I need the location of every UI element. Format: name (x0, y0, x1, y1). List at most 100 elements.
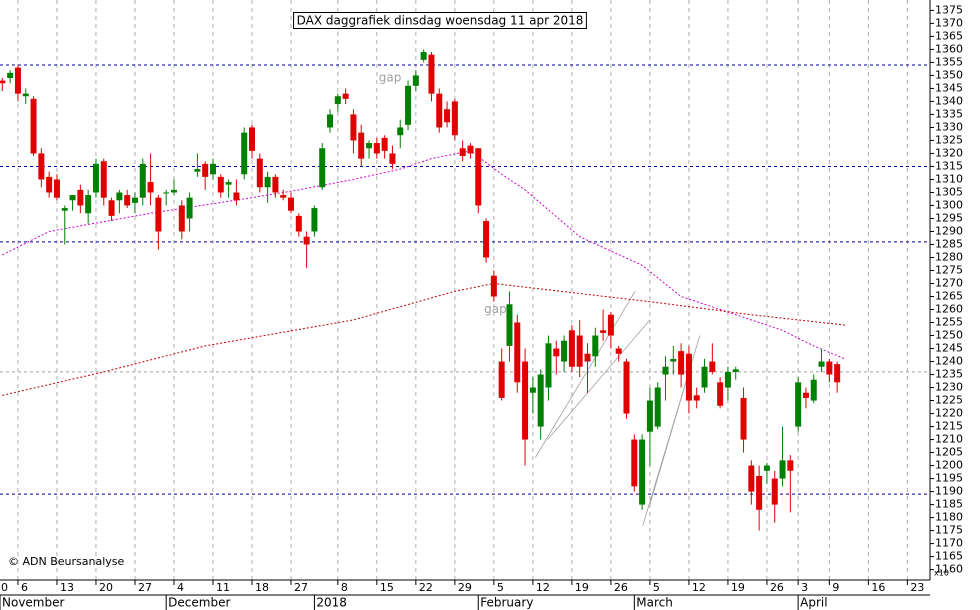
candle-body (607, 314, 614, 336)
y-tick-label: 1180 (935, 511, 963, 524)
candle-body (30, 98, 37, 154)
candle-body (498, 361, 505, 398)
trend-line (547, 319, 651, 440)
candle-body (514, 322, 521, 383)
candle-body (451, 101, 458, 136)
y-tick-label: 1370 (935, 16, 963, 29)
candle-body (366, 143, 373, 149)
x-tick-label: 29 (458, 581, 472, 594)
candle-body (756, 475, 763, 510)
annotation: gap (379, 71, 402, 85)
candle-body (202, 163, 209, 177)
x-tick-label: 26 (614, 581, 628, 594)
candle-body (826, 361, 833, 375)
candle-body (787, 460, 794, 471)
y-tick-label: 1230 (935, 381, 963, 394)
candle-body (412, 75, 419, 86)
trend-line (649, 366, 691, 505)
candle-body (537, 374, 544, 427)
candle-body (311, 208, 318, 232)
candle-body (389, 153, 396, 164)
y-tick-label: 1205 (935, 446, 963, 459)
candle-body (225, 182, 232, 185)
candle-body (241, 132, 248, 175)
y-tick-label: 1240 (935, 355, 963, 368)
x-tick-label: 0 (1, 581, 8, 594)
annotation: gap (484, 302, 507, 316)
candle-body (420, 52, 427, 60)
y-tick-label: 1320 (935, 146, 963, 159)
y-tick-label: 1255 (935, 316, 963, 329)
x-tick-label: 8 (341, 581, 348, 594)
candle-body (116, 192, 123, 201)
candle-body (592, 335, 599, 357)
candle-body (256, 158, 263, 188)
candle-body (85, 195, 92, 214)
candle-body (444, 109, 451, 123)
candle-body (14, 67, 21, 94)
candle-body (522, 361, 529, 440)
candle-body (209, 163, 216, 175)
x-tick-label: 11 (216, 581, 230, 594)
candle-body (763, 465, 770, 471)
y-tick-label: 1185 (935, 498, 963, 511)
y-tick-label: 1300 (935, 198, 963, 211)
y-tick-label: 1275 (935, 263, 963, 276)
candle-body (639, 439, 646, 505)
y-tick-label: 1200 (935, 459, 963, 472)
candle-body (53, 179, 60, 198)
candle-body (732, 369, 739, 372)
candle-body (350, 114, 357, 141)
candle-body (678, 351, 685, 375)
candle-body (802, 392, 809, 398)
candle-body (490, 275, 497, 297)
x-tick-label: 4 (177, 581, 184, 594)
candle-body (139, 163, 146, 198)
x-tick-label: 18 (255, 581, 269, 594)
candle-body (233, 192, 240, 201)
y-tick-label: 1355 (935, 55, 963, 68)
y-tick-label: 1190 (935, 485, 963, 498)
y-tick-label: 1175 (935, 524, 963, 537)
candle-body (834, 364, 841, 383)
candle-body (654, 387, 661, 427)
candle-body (748, 465, 755, 492)
month-label: April (800, 596, 827, 610)
y-tick-label: 1215 (935, 420, 963, 433)
candle-body (61, 208, 68, 211)
candle-body (327, 114, 334, 128)
candle-body (561, 340, 568, 362)
candle-body (178, 205, 185, 232)
y-tick-label: 1245 (935, 342, 963, 355)
candle-body (77, 189, 84, 206)
x-tick-label: 9 (832, 581, 839, 594)
candle-body (576, 335, 583, 367)
candle-body (662, 366, 669, 375)
y-tick-label: 1360 (935, 42, 963, 55)
y-tick-label: 1325 (935, 133, 963, 146)
y-tick-label: 1280 (935, 250, 963, 263)
x-tick-label: 12 (692, 581, 706, 594)
x-tick-label: 23 (910, 581, 924, 594)
candle-body (342, 93, 349, 99)
candle-body (740, 397, 747, 440)
candle-body (131, 197, 138, 203)
y-tick-label: 1365 (935, 29, 963, 42)
candle-body (568, 330, 575, 367)
candle-body (615, 348, 622, 354)
y-tick-label: 1270 (935, 276, 963, 289)
x-tick-label: 3 (801, 581, 808, 594)
candle-body (334, 96, 341, 105)
candle-body (249, 127, 256, 151)
candle-body (600, 330, 607, 333)
candle-body (545, 343, 552, 388)
candle-body (373, 143, 380, 154)
month-label: November (2, 596, 64, 610)
candle-body (475, 148, 482, 206)
candle-body (92, 163, 99, 193)
candle-body (264, 176, 271, 188)
candle-body (22, 93, 29, 97)
candle-body (795, 382, 802, 427)
candle-body (7, 72, 14, 79)
x-tick-label: 27 (138, 581, 152, 594)
